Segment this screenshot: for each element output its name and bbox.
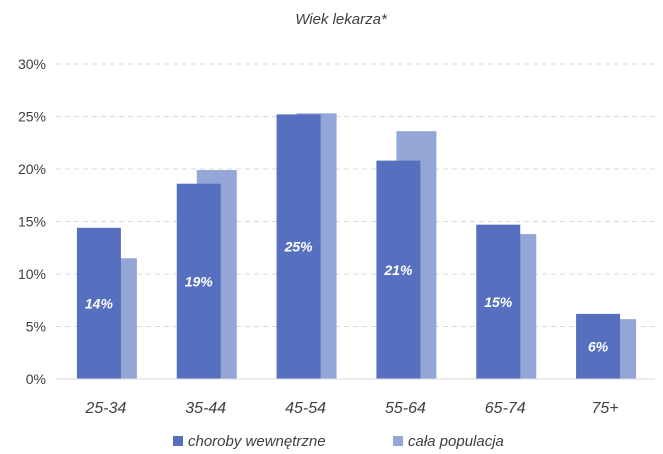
data-label: 6% xyxy=(588,338,609,354)
bar-choroby-wewnetrzne-25-34 xyxy=(76,227,121,379)
data-label: 14% xyxy=(85,295,114,311)
y-tick-label: 0% xyxy=(26,371,46,387)
data-label: 25% xyxy=(284,239,314,255)
gridlines xyxy=(56,63,655,327)
data-labels: 14% 19% 25% 21% 15% 6% xyxy=(85,239,609,355)
legend-label-cala-populacja: cała populacja xyxy=(408,433,504,450)
bar-choroby-wewnetrzne-45-54 xyxy=(276,114,321,380)
x-tick-label: 35-44 xyxy=(185,400,226,417)
x-tick-label: 75+ xyxy=(592,400,619,417)
y-tick-label: 15% xyxy=(18,214,46,230)
bar-choroby-wewnetrzne-65-74 xyxy=(476,224,521,379)
x-tick-label: 65-74 xyxy=(485,400,526,417)
x-tick-label: 25-34 xyxy=(84,400,126,417)
x-axis-ticks: 25-34 35-44 45-54 55-64 65-74 75+ xyxy=(84,400,618,417)
bar-choroby-wewnetrzne-35-44 xyxy=(176,183,221,379)
chart-title: Wiek lekarza* xyxy=(295,11,388,28)
x-tick-label: 45-54 xyxy=(285,400,326,417)
y-tick-label: 5% xyxy=(26,319,46,335)
legend-swatch-cala-populacja xyxy=(393,436,403,446)
legend: choroby wewnętrzne cała populacja xyxy=(173,433,504,450)
x-tick-label: 55-64 xyxy=(385,400,426,417)
data-label: 19% xyxy=(185,273,214,289)
bars xyxy=(76,113,637,380)
data-label: 15% xyxy=(484,294,513,310)
y-tick-label: 25% xyxy=(18,109,46,125)
data-label: 21% xyxy=(383,262,413,278)
legend-label-choroby-wewnetrzne: choroby wewnętrzne xyxy=(188,433,326,450)
legend-swatch-choroby-wewnetrzne xyxy=(173,436,183,446)
bar-choroby-wewnetrzne-75+ xyxy=(576,313,621,379)
y-tick-label: 10% xyxy=(18,266,46,282)
y-tick-label: 20% xyxy=(18,161,46,177)
bar-choroby-wewnetrzne-55-64 xyxy=(376,160,421,379)
y-tick-label: 30% xyxy=(18,56,46,72)
y-axis-ticks: 0% 5% 10% 15% 20% 25% 30% xyxy=(18,56,46,387)
